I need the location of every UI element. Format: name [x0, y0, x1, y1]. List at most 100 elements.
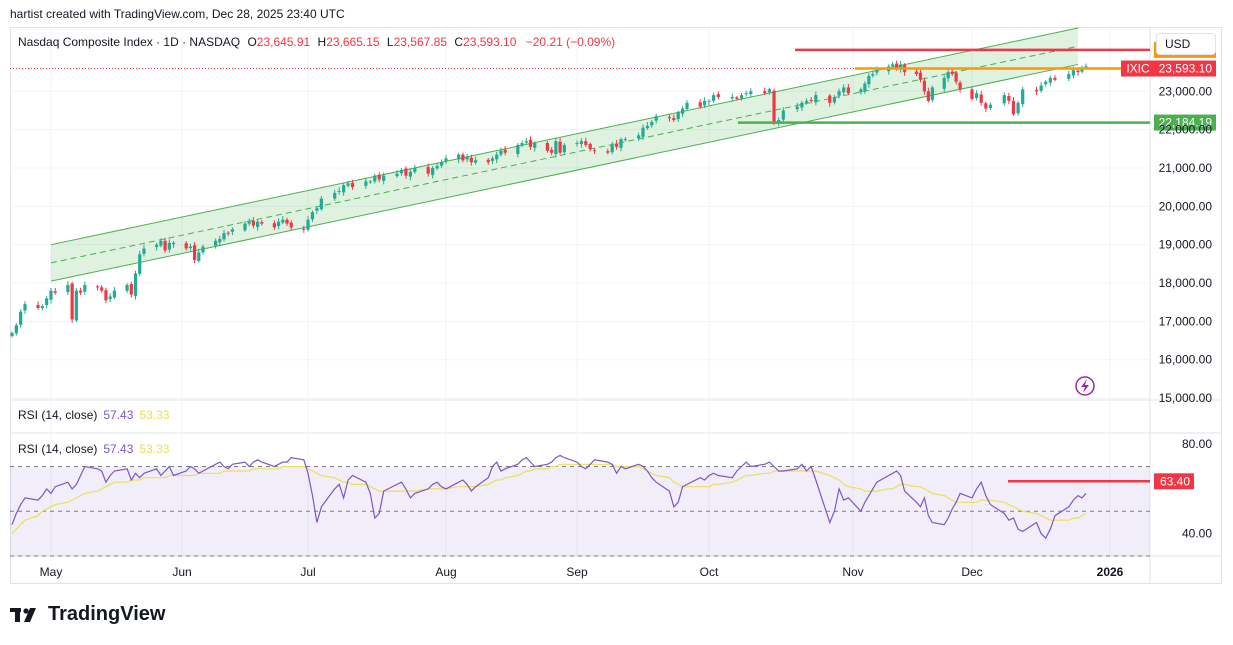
candle-body	[975, 93, 978, 98]
rsi-y-tick-label: 80.00	[1182, 437, 1212, 451]
candle-body	[980, 95, 983, 103]
candle-body	[218, 239, 221, 242]
y-tick-label: 22,000.00	[1159, 123, 1213, 137]
candle-body	[970, 89, 973, 99]
close-value: 23,593.10	[463, 35, 516, 49]
candle-body	[130, 284, 133, 295]
candle-body	[427, 167, 430, 174]
candle-body	[749, 91, 752, 94]
candle-body	[302, 229, 305, 230]
candle-body	[189, 247, 192, 248]
candle-body	[1076, 71, 1079, 72]
candle-body	[703, 101, 706, 105]
candle-body	[499, 151, 502, 155]
candle-body	[54, 291, 57, 292]
candle-body	[763, 91, 766, 93]
candle-body	[227, 233, 230, 234]
lightning-icon[interactable]	[1076, 377, 1094, 395]
candles	[10, 61, 1087, 338]
candle-body	[159, 241, 162, 246]
candle-body	[955, 73, 958, 82]
candle-body	[243, 224, 246, 231]
tradingview-logo-icon	[10, 606, 42, 624]
low-value: 23,567.85	[394, 35, 447, 49]
candle-body	[168, 243, 171, 250]
candle-body	[984, 103, 987, 108]
candle-body	[959, 83, 962, 90]
candle-body	[444, 158, 447, 160]
price-channel	[51, 28, 1078, 281]
candle-body	[867, 76, 870, 84]
candle-body	[83, 285, 86, 292]
candle-body	[400, 170, 403, 173]
candle-body	[214, 241, 217, 246]
candle-body	[71, 284, 74, 320]
candle-body	[409, 172, 412, 177]
x-tick-label: Aug	[435, 565, 456, 579]
currency-button[interactable]: USD	[1156, 33, 1216, 55]
candle-body	[435, 166, 438, 168]
candle-body	[915, 72, 918, 74]
rsi-value: 57.43	[103, 442, 133, 456]
candle-body	[837, 91, 840, 95]
candle-body	[1021, 89, 1024, 104]
candle-body	[717, 94, 720, 97]
rsi-ma-value: 53.33	[139, 442, 169, 456]
candle-body	[15, 325, 18, 333]
candle-body	[104, 290, 107, 300]
rsi-label: RSI (14, close)	[18, 442, 97, 456]
logo-text: TradingView	[48, 603, 165, 626]
candle-body	[75, 291, 78, 321]
y-tick-label: 17,000.00	[1159, 314, 1213, 328]
candle-body	[311, 212, 314, 219]
candle-body	[364, 181, 367, 185]
candle-body	[491, 158, 494, 160]
candle-body	[290, 223, 293, 228]
candle-body	[833, 97, 836, 102]
candle-body	[369, 181, 372, 182]
change-value: −20.21 (−0.09%)	[526, 35, 615, 49]
candle-body	[378, 175, 381, 180]
candle-body	[529, 140, 532, 147]
candle-body	[533, 143, 536, 148]
candle-body	[550, 150, 553, 153]
x-tick-label: Dec	[961, 565, 982, 579]
rsi-pane: 63.40	[10, 455, 1194, 556]
rsi-marker-tag-label: 63.40	[1160, 474, 1190, 488]
y-tick-label: 18,000.00	[1159, 276, 1213, 290]
x-tick-label: Nov	[842, 565, 863, 579]
candle-body	[285, 220, 288, 224]
rsi-y-tick-label: 40.00	[1182, 527, 1212, 541]
x-tick-label: May	[40, 565, 63, 579]
candle-body	[342, 185, 345, 192]
candle-body	[474, 160, 477, 162]
candle-body	[677, 112, 680, 119]
candle-body	[1044, 82, 1047, 84]
candle-body	[138, 254, 141, 274]
tradingview-logo: TradingView	[10, 603, 165, 626]
last-price-tag-label: 23,593.10	[1159, 62, 1213, 76]
candle-body	[96, 286, 99, 287]
candle-body	[859, 89, 862, 92]
candle-body	[351, 183, 354, 187]
candle-body	[281, 220, 284, 223]
candle-body	[624, 139, 627, 140]
candle-body	[466, 156, 469, 159]
candle-body	[1007, 96, 1010, 101]
y-tick-label: 21,000.00	[1159, 161, 1213, 175]
candle-body	[891, 64, 894, 66]
candle-body	[943, 78, 946, 89]
candle-body	[842, 87, 845, 92]
candle-body	[575, 143, 578, 144]
candle-body	[163, 241, 166, 251]
candle-body	[735, 97, 738, 98]
x-tick-label: Jul	[300, 565, 315, 579]
x-tick-label: 2026	[1097, 565, 1124, 579]
candle-body	[931, 87, 934, 100]
candle-body	[947, 72, 950, 78]
candle-body	[413, 168, 416, 172]
candle-body	[681, 109, 684, 114]
candle-body	[707, 101, 710, 102]
candle-body	[919, 73, 922, 80]
